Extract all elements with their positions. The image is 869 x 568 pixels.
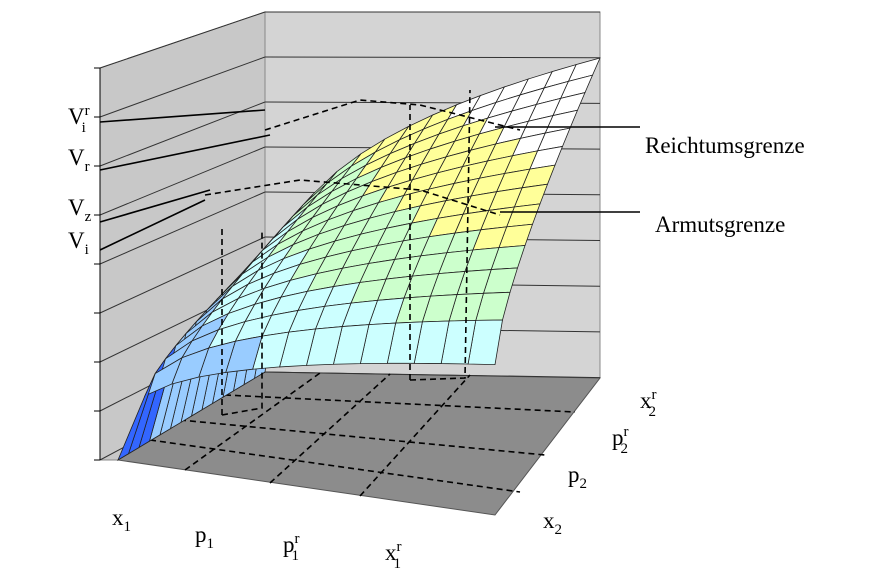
axis-label: pr 1: [283, 531, 300, 564]
projection-lines: [204, 89, 521, 416]
label-part: 1: [207, 536, 215, 552]
dashed-line: [409, 89, 471, 381]
label-part: i: [82, 120, 86, 136]
wall-grid-line: [99, 236, 266, 314]
leader-line: [99, 189, 211, 223]
label-part: V: [68, 195, 85, 220]
wall-grid-line: [99, 191, 266, 265]
floor-grid: [149, 372, 576, 497]
wall-grid-line: [264, 56, 601, 59]
axis-label: Vr: [68, 145, 90, 175]
axis-label: p1: [195, 522, 214, 552]
leader-lines: [99, 109, 640, 251]
wall-grid-line: [99, 56, 266, 118]
label-part: 2: [621, 441, 629, 457]
label-part: 1: [292, 548, 300, 564]
leader-line: [99, 199, 206, 251]
axis-label: x2: [543, 508, 562, 538]
label-part: x: [385, 540, 397, 565]
label-part: V: [68, 104, 85, 129]
label-part: p: [195, 522, 207, 547]
leader-line: [99, 109, 266, 123]
label-part: r: [397, 539, 402, 555]
label-part: z: [85, 209, 92, 225]
dashed-line: [264, 99, 521, 131]
annotation: Reichtumsgrenze: [645, 133, 805, 158]
label-part: 2: [649, 404, 657, 420]
label-part: V: [68, 145, 85, 170]
axis-label: Vi: [68, 228, 89, 258]
surface: [117, 57, 601, 461]
label-part: 2: [555, 522, 563, 538]
axis-label: Vz: [68, 195, 92, 225]
axis-label: xr 1: [385, 539, 402, 568]
floor-line: [224, 394, 576, 413]
floor-line: [179, 419, 546, 456]
label-part: r: [85, 159, 90, 175]
label-part: x: [112, 505, 124, 530]
axis-label: x1: [112, 505, 131, 535]
leader-line: [99, 134, 271, 171]
label-part: r: [624, 424, 629, 440]
label-part: x: [543, 508, 555, 533]
label-part: 1: [124, 519, 132, 535]
label-part: p: [568, 462, 580, 487]
floor-line: [359, 374, 471, 497]
annotation: Armutsgrenze: [655, 212, 785, 237]
axis-label: p2: [568, 462, 587, 492]
wall-grid-line: [99, 146, 266, 216]
wall-grid-line: [264, 371, 601, 379]
label-part: V: [68, 228, 85, 253]
label-part: 1: [394, 556, 402, 568]
axis-label: pr 2: [612, 424, 629, 457]
floor-line: [149, 439, 521, 493]
label-part: p: [612, 425, 624, 450]
label-part: 2: [580, 476, 588, 492]
dashed-line: [221, 230, 263, 416]
surface-patch: [117, 373, 156, 461]
label-part: r: [295, 531, 300, 547]
floor-line: [184, 372, 321, 471]
wall-grid-line: [99, 11, 266, 69]
axis-label: Vr i: [68, 103, 90, 136]
label-part: r: [652, 387, 657, 403]
label-part: i: [85, 242, 89, 258]
label-part: r: [85, 103, 90, 119]
label-part: p: [283, 532, 295, 557]
floor-line: [269, 373, 391, 484]
label-part: x: [640, 388, 652, 413]
axis-label: xr 2: [640, 387, 657, 420]
